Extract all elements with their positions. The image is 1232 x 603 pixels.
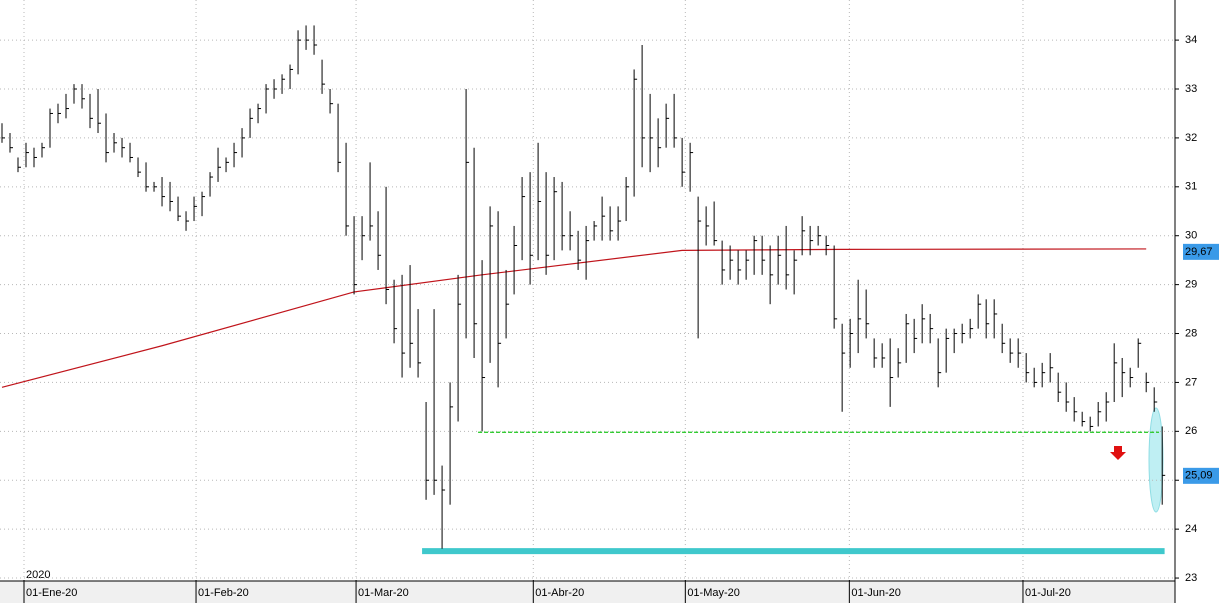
year-label: 2020	[26, 569, 50, 581]
y-tick-label: 33	[1185, 83, 1197, 95]
y-tick-label: 34	[1185, 34, 1197, 46]
x-tick-label: 01-Feb-20	[198, 587, 249, 599]
x-tick-label: 01-Jun-20	[851, 587, 901, 599]
price-label-box	[1183, 467, 1219, 484]
x-tick-label: 01-May-20	[687, 587, 740, 599]
x-axis-band	[0, 581, 1175, 603]
down-arrow	[1110, 446, 1126, 460]
y-tick-label: 32	[1185, 132, 1197, 144]
y-tick-label: 30	[1185, 230, 1197, 242]
price-label-box	[1183, 243, 1219, 260]
highlight	[1148, 407, 1164, 513]
y-tick-label: 23	[1185, 572, 1197, 584]
price-label: 25,09	[1185, 470, 1213, 482]
y-tick-label: 26	[1185, 425, 1197, 437]
y-tick-label: 31	[1185, 181, 1197, 193]
y-tick-label: 29	[1185, 279, 1197, 291]
y-tick-label: 28	[1185, 327, 1197, 339]
y-tick-label: 27	[1185, 376, 1197, 388]
x-tick-label: 01-Jul-20	[1025, 587, 1071, 599]
price-label: 29,67	[1185, 246, 1213, 258]
x-tick-label: 01-Ene-20	[26, 587, 77, 599]
x-tick-label: 01-Mar-20	[358, 587, 409, 599]
y-tick-label: 24	[1185, 523, 1197, 535]
x-tick-label: 01-Abr-20	[535, 587, 584, 599]
